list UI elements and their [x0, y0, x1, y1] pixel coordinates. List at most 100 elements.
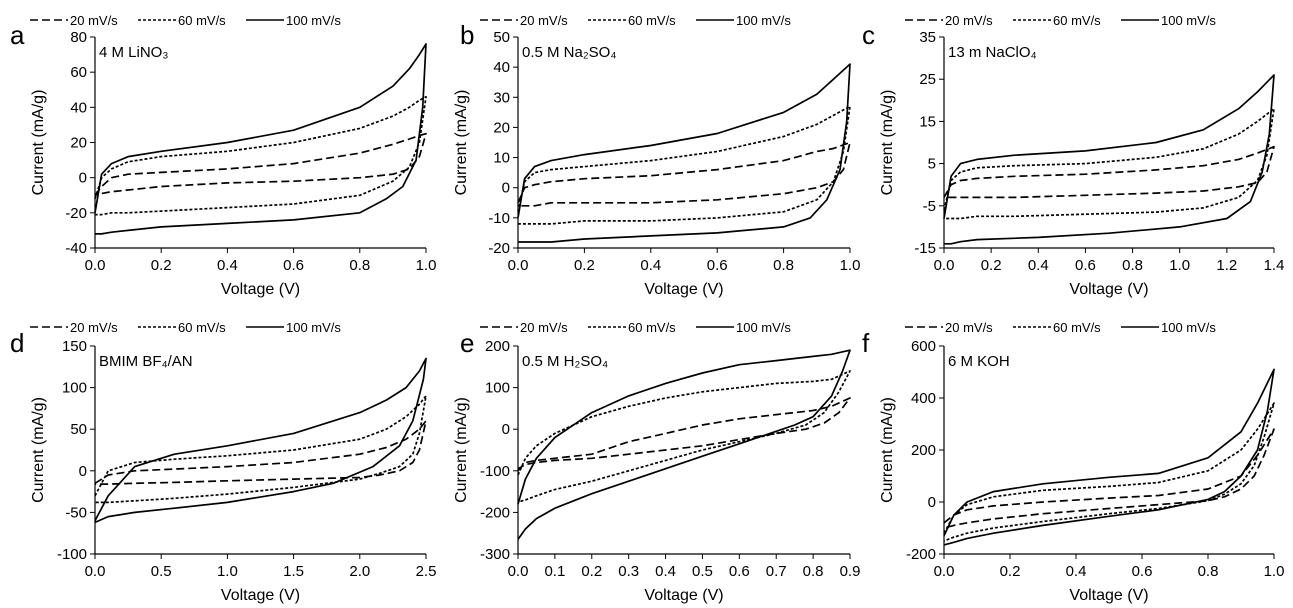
- x-tick-label: 0.9: [840, 563, 861, 580]
- x-tick-label: 0.0: [508, 563, 529, 580]
- series-20mvs: [94, 132, 427, 197]
- x-tick-label: 1.0: [416, 257, 437, 274]
- legend-label: 100 mV/s: [736, 320, 791, 335]
- x-tick-label: 1.4: [1264, 257, 1285, 274]
- x-axis-title: Voltage (V): [221, 281, 300, 298]
- x-tick-label: 0.2: [981, 257, 1002, 274]
- electrolyte-label: 4 M LiNO₃: [99, 44, 168, 61]
- y-tick-label: 30: [493, 89, 510, 106]
- x-tick-label: 0.0: [934, 257, 955, 274]
- y-tick-label: -300: [480, 546, 510, 563]
- series-60mvs: [94, 395, 427, 504]
- panel-letter: d: [10, 328, 24, 358]
- panel-letter: c: [862, 20, 875, 50]
- y-tick-label: -5: [923, 198, 936, 215]
- legend-label: 100 mV/s: [286, 13, 341, 28]
- panel-f: 20 mV/s 60 mV/s 100 mV/s f 0.0 0.2 0.4 0.6 0.8 1.…: [862, 320, 1284, 604]
- legend-label: 100 mV/s: [286, 320, 341, 335]
- x-tick-label: 0.6: [1132, 563, 1153, 580]
- y-tick-label: 0: [79, 463, 87, 480]
- y-tick-label: 20: [493, 119, 510, 136]
- y-tick-label: 150: [62, 338, 87, 355]
- y-tick-label: -200: [480, 504, 510, 521]
- legend-label: 20 mV/s: [945, 13, 993, 28]
- panel-letter: b: [460, 20, 474, 50]
- x-tick-label: 0.2: [581, 563, 602, 580]
- x-tick-label: 0.0: [508, 257, 529, 274]
- y-tick-label: 100: [62, 380, 87, 397]
- y-axis-title: Current (mA/g): [30, 90, 47, 196]
- panel-c: 20 mV/s 60 mV/s 100 mV/s c 0.0 0.2 0.4 0.6 0.8 1.…: [862, 13, 1284, 298]
- y-tick-label: -100: [57, 546, 87, 563]
- x-tick-label: 0.6: [729, 563, 750, 580]
- x-tick-label: 0.0: [85, 563, 106, 580]
- y-tick-label: 400: [911, 390, 936, 407]
- x-tick-label: 2.0: [349, 563, 370, 580]
- y-tick-label: 0: [502, 421, 510, 438]
- legend: 20 mV/s 60 mV/s 100 mV/s: [30, 13, 341, 28]
- x-tick-label: 0.4: [655, 563, 676, 580]
- y-tick-label: 40: [70, 99, 87, 116]
- y-tick-label: 20: [70, 135, 87, 152]
- panel-d: 20 mV/s 60 mV/s 100 mV/s d 0.0 0.5 1.0 1.5 2.0 2.…: [10, 320, 436, 604]
- series-100mvs: [94, 43, 427, 235]
- series-20mvs: [517, 141, 851, 207]
- y-tick-label: -200: [906, 546, 936, 563]
- x-tick-label: 0.4: [1066, 563, 1087, 580]
- series-20mvs: [94, 420, 427, 485]
- legend-label: 60 mV/s: [178, 13, 226, 28]
- y-tick-label: -10: [488, 210, 510, 227]
- x-tick-label: 0.6: [707, 257, 728, 274]
- x-tick-label: 1.2: [1216, 257, 1237, 274]
- x-tick-label: 1.5: [283, 563, 304, 580]
- electrolyte-label: 0.5 M Na₂SO₄: [522, 44, 616, 61]
- y-tick-label: 25: [919, 71, 936, 88]
- y-tick-label: 40: [493, 59, 510, 76]
- legend-label: 20 mV/s: [70, 13, 118, 28]
- x-tick-label: 0.6: [1075, 257, 1096, 274]
- y-axis-title: Current (mA/g): [30, 397, 47, 503]
- x-tick-label: 0.2: [1000, 563, 1021, 580]
- panel-b: 20 mV/s 60 mV/s 100 mV/s b 0.0 0.2 0.4 0.6 0.8 1.…: [453, 13, 860, 298]
- x-tick-label: 0.4: [217, 257, 238, 274]
- x-tick-label: 0.0: [85, 257, 106, 274]
- y-axis-title: Current (mA/g): [453, 397, 470, 503]
- y-tick-label: 600: [911, 338, 936, 355]
- series-60mvs: [94, 95, 427, 216]
- x-axis-title: Voltage (V): [221, 587, 300, 604]
- x-tick-label: 1.0: [1264, 563, 1285, 580]
- y-tick-label: -20: [488, 240, 510, 257]
- series-100mvs: [94, 357, 427, 524]
- legend-label: 20 mV/s: [520, 13, 568, 28]
- legend: 20 mV/s 60 mV/s 100 mV/s: [480, 13, 791, 28]
- y-tick-label: -15: [914, 240, 936, 257]
- legend: 20 mV/s 60 mV/s 100 mV/s: [905, 13, 1216, 28]
- series-60mvs: [943, 107, 1275, 220]
- y-axis-title: Current (mA/g): [879, 90, 896, 196]
- x-tick-label: 0.8: [773, 257, 794, 274]
- x-tick-label: 0.4: [640, 257, 661, 274]
- electrolyte-label: 13 m NaClO₄: [948, 44, 1037, 61]
- x-tick-label: 0.0: [934, 563, 955, 580]
- y-tick-label: -20: [65, 205, 87, 222]
- y-tick-label: 0: [502, 180, 510, 197]
- x-axis-title: Voltage (V): [1069, 281, 1148, 298]
- series-100mvs: [517, 349, 851, 540]
- x-tick-label: 0.7: [766, 563, 787, 580]
- x-tick-label: 0.2: [574, 257, 595, 274]
- series-60mvs: [943, 402, 1275, 542]
- x-tick-label: 1.0: [217, 563, 238, 580]
- x-tick-label: 1.0: [1169, 257, 1190, 274]
- legend: 20 mV/s 60 mV/s 100 mV/s: [30, 320, 341, 335]
- y-tick-label: 15: [919, 113, 936, 130]
- x-tick-label: 0.6: [283, 257, 304, 274]
- y-axis-title: Current (mA/g): [879, 397, 896, 503]
- series-100mvs: [943, 368, 1275, 546]
- series-20mvs: [943, 145, 1275, 199]
- legend-label: 60 mV/s: [628, 320, 676, 335]
- electrolyte-label: 6 M KOH: [948, 353, 1010, 370]
- y-tick-label: 50: [493, 29, 510, 46]
- electrolyte-label: BMIM BF₄/AN: [99, 353, 193, 370]
- legend-label: 20 mV/s: [70, 320, 118, 335]
